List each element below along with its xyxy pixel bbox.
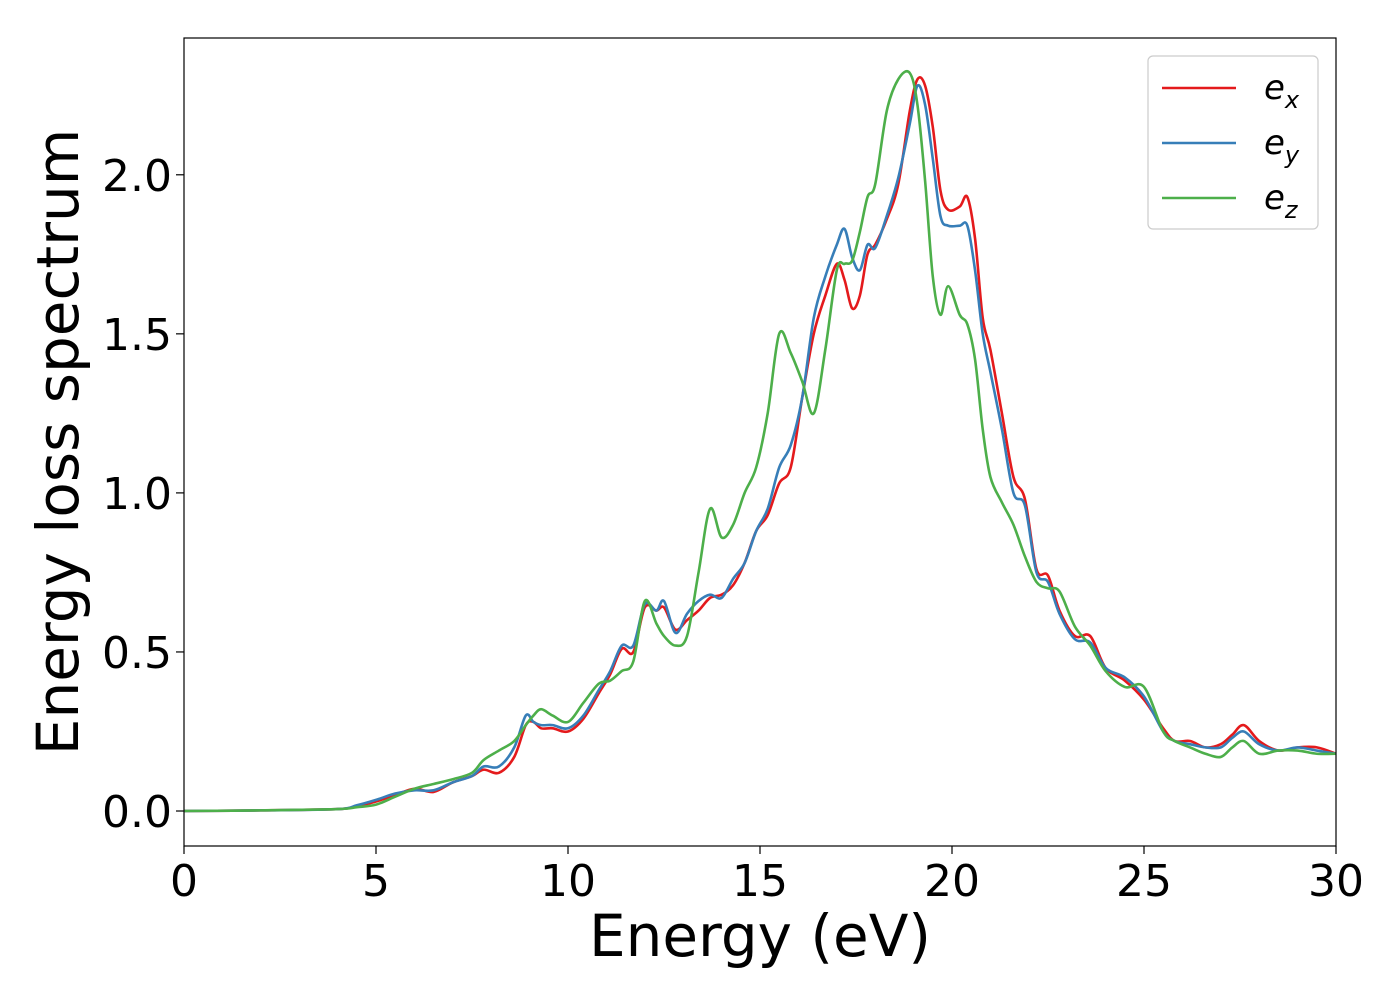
series-line-y	[184, 83, 1336, 813]
x-tick-label: 20	[924, 856, 980, 907]
legend-entry-x: ex	[1264, 68, 1300, 114]
y-axis-label: Energy loss spectrum	[24, 129, 92, 755]
series-layer	[184, 70, 1336, 813]
x-tick-label: 30	[1308, 856, 1364, 907]
x-tick-label: 10	[540, 856, 596, 907]
legend-entry-y: ey	[1264, 123, 1300, 169]
legend: ex ey ez	[1147, 55, 1319, 230]
x-tick-label: 0	[170, 856, 198, 907]
x-axis: 0 5 10 15 20 25 30	[170, 846, 1364, 907]
x-tick-label: 15	[732, 856, 788, 907]
x-tick-label: 25	[1116, 856, 1172, 907]
legend-entry-z: ez	[1264, 178, 1299, 224]
y-tick-label: 2.0	[102, 151, 172, 202]
x-axis-label: Energy (eV)	[589, 902, 931, 970]
y-axis: 0.0 0.5 1.0 1.5 2.0	[102, 151, 184, 838]
y-tick-label: 0.5	[102, 628, 172, 679]
series-line-z	[184, 70, 1336, 813]
y-tick-label: 1.5	[102, 310, 172, 361]
x-tick-label: 5	[362, 856, 390, 907]
y-tick-label: 0.0	[102, 787, 172, 838]
y-tick-label: 1.0	[102, 469, 172, 520]
